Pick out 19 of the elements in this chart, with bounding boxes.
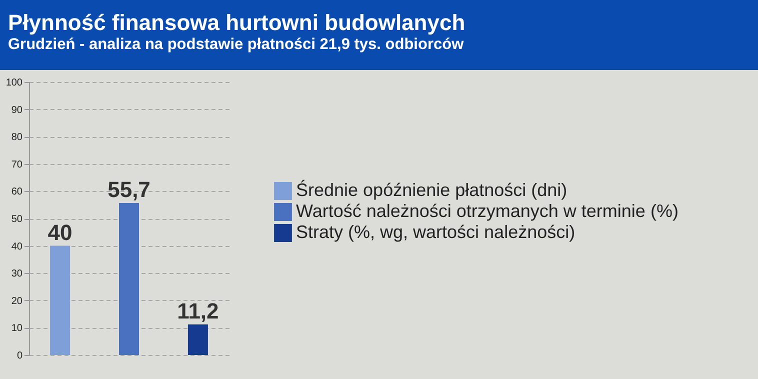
legend-label: Średnie opóźnienie płatności (dni) (296, 179, 568, 200)
data-label: 11,2 (177, 298, 219, 324)
data-label: 40 (48, 220, 72, 245)
y-tick-label: 30 (11, 268, 23, 280)
legend-label: Straty (%, wg, wartości należności) (296, 222, 576, 242)
y-tick-label: 100 (6, 78, 23, 88)
y-tick-label: 80 (11, 132, 23, 144)
y-tick-label: 50 (11, 214, 23, 225)
y-tick-label: 10 (11, 323, 23, 334)
y-tick-label: 0 (16, 350, 23, 362)
chart-subtitle: Grudzień - analiza na podstawie płatności 21,9 tys. odbiorców (8, 36, 465, 54)
y-tick-label: 60 (11, 186, 23, 198)
data-label: 55,7 (108, 176, 150, 202)
legend-label: Wartość należności otrzymanych w terminie (%) (296, 201, 678, 221)
y-tick-label: 70 (11, 159, 23, 170)
y-tick-label: 90 (11, 104, 23, 116)
y-tick-label: 40 (11, 241, 23, 252)
chart-title: Płynność finansowa hurtowni budowlanych (8, 10, 466, 36)
y-tick-label: 20 (11, 296, 23, 307)
